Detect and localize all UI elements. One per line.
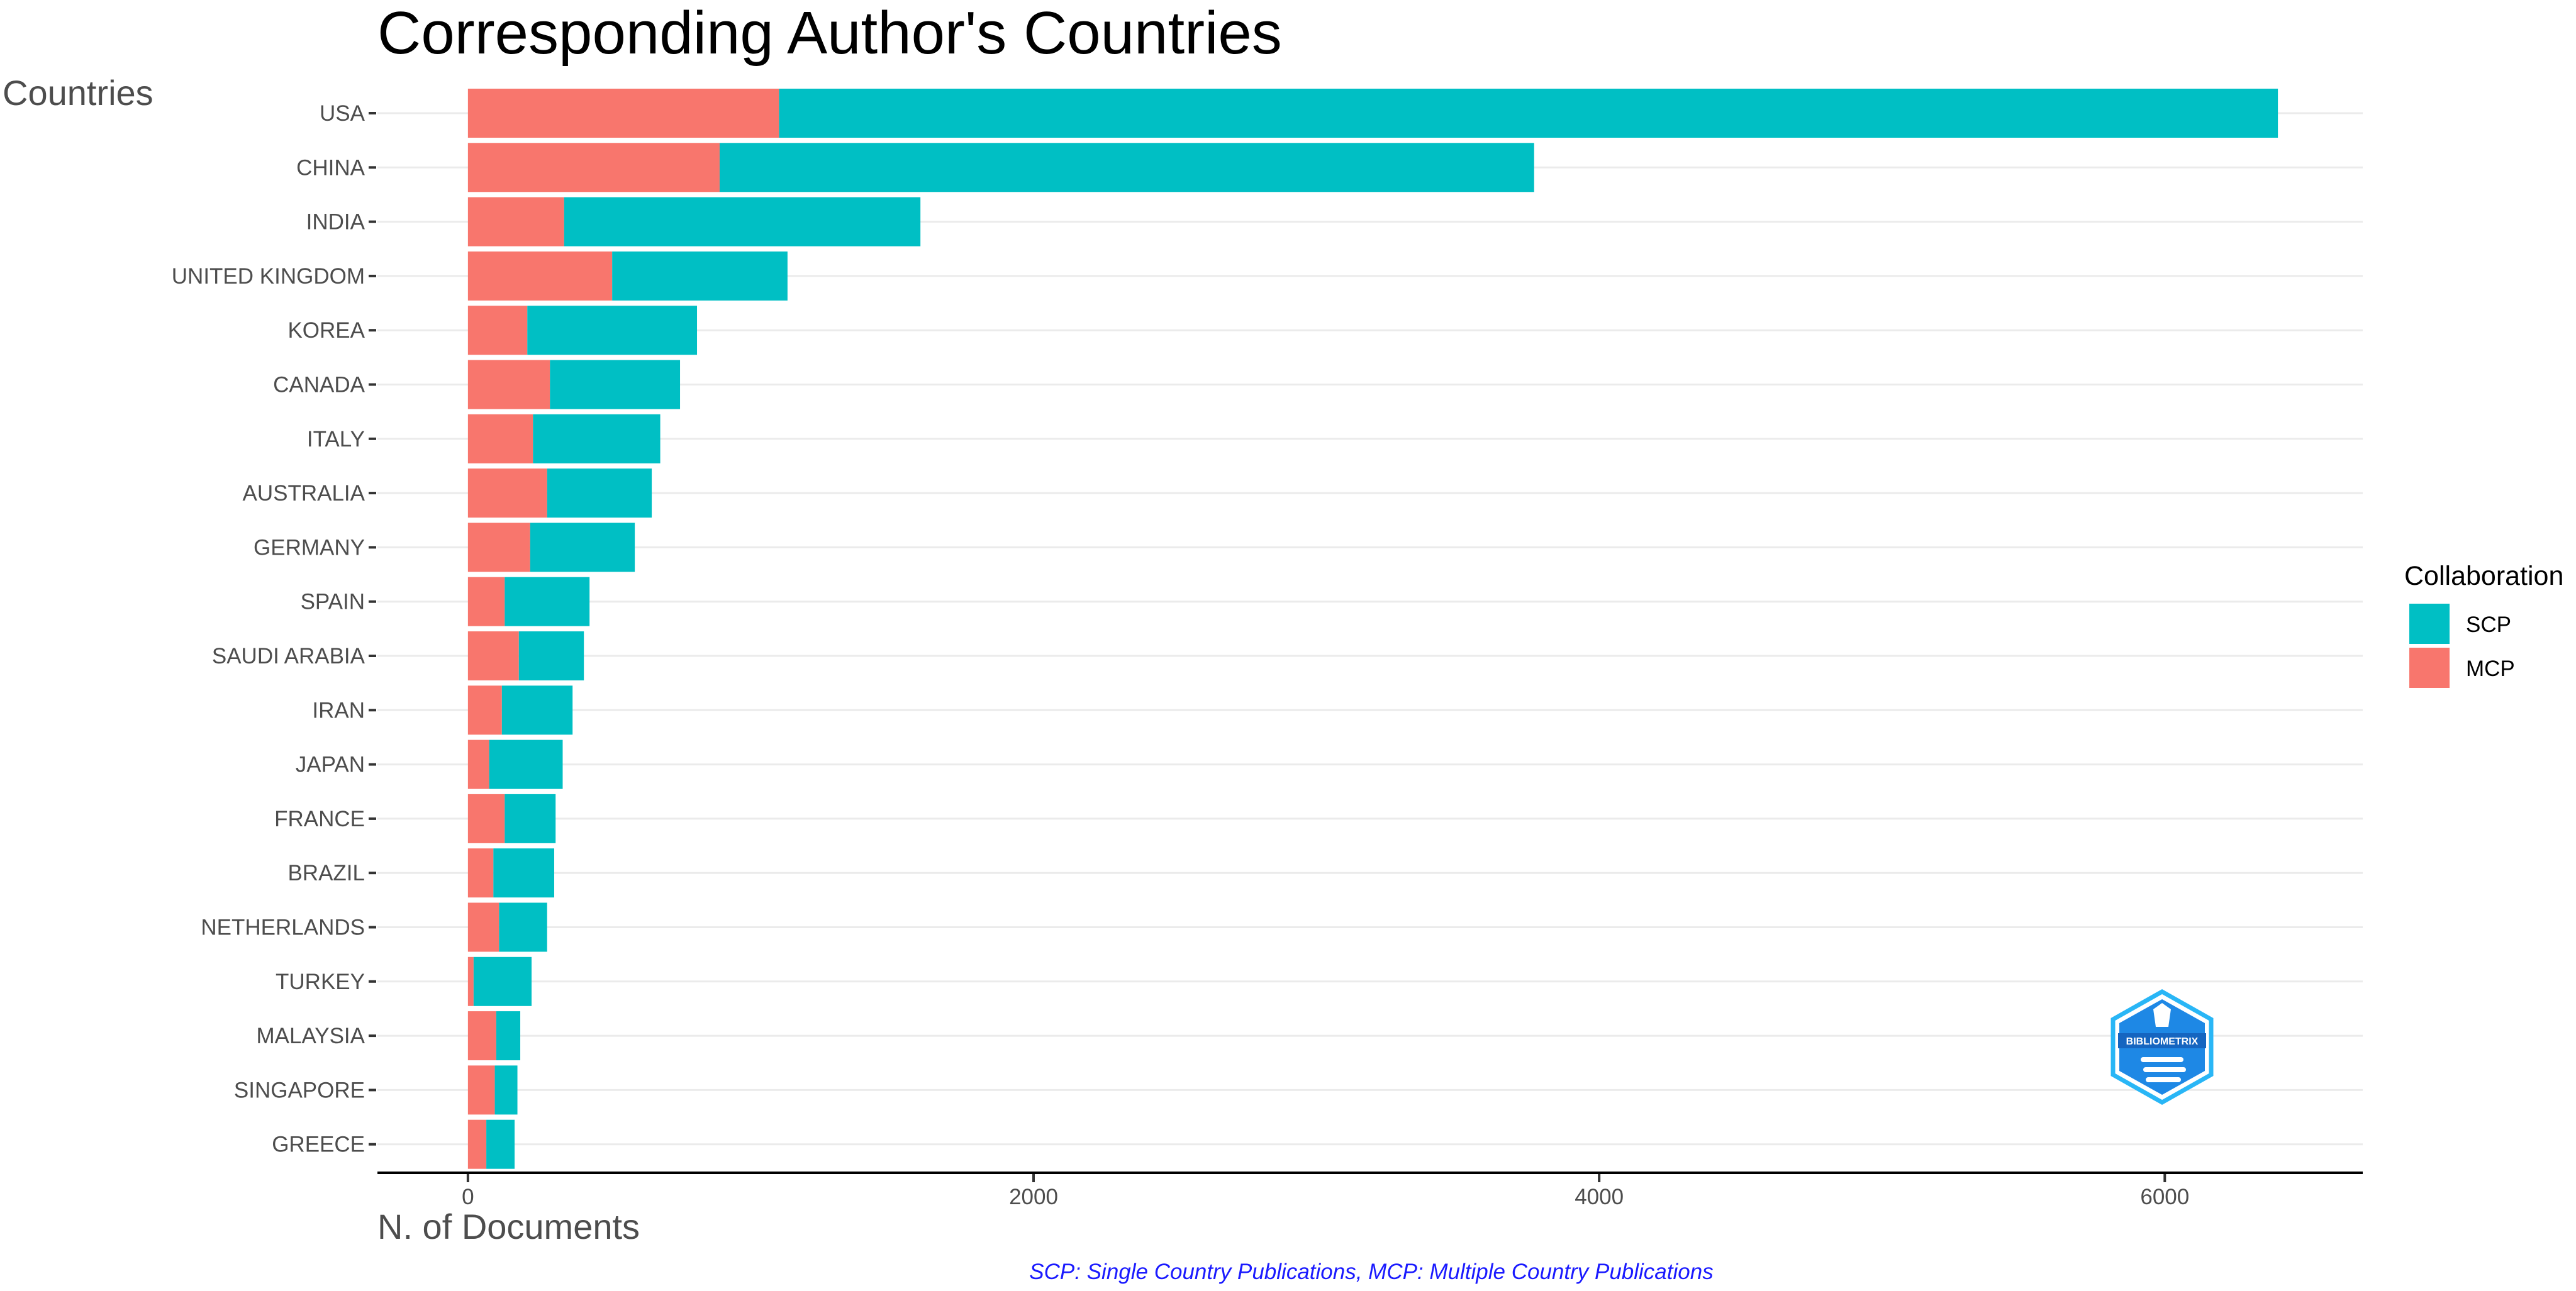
y-tick-label: AUSTRALIA bbox=[243, 481, 365, 506]
y-tick-label: MALAYSIA bbox=[257, 1024, 365, 1048]
bar-mcp-france bbox=[467, 794, 505, 843]
y-tick-label: ITALY bbox=[307, 427, 365, 452]
bar-scp-saudi-arabia bbox=[518, 631, 584, 680]
y-tick-label: USA bbox=[320, 101, 365, 126]
y-tick-label: JAPAN bbox=[296, 753, 365, 777]
bar-scp-singapore bbox=[494, 1065, 518, 1115]
legend-label-mcp: MCP bbox=[2466, 657, 2515, 681]
y-tick-label: TURKEY bbox=[276, 970, 365, 994]
bar-mcp-singapore bbox=[467, 1065, 495, 1115]
y-tick-label: KOREA bbox=[287, 318, 365, 343]
bar-scp-italy bbox=[533, 414, 661, 463]
bar-scp-canada bbox=[550, 360, 681, 409]
bar-mcp-japan bbox=[467, 740, 489, 789]
bar-mcp-spain bbox=[467, 577, 505, 626]
bar-scp-brazil bbox=[493, 848, 554, 898]
y-tick-label: UNITED KINGDOM bbox=[172, 264, 365, 289]
bar-scp-malaysia bbox=[496, 1011, 521, 1061]
caption: SCP: Single Country Publications, MCP: M… bbox=[1029, 1260, 1713, 1284]
bar-mcp-china bbox=[467, 143, 720, 192]
bar-scp-united-kingdom bbox=[612, 251, 788, 301]
bar-mcp-greece bbox=[467, 1119, 487, 1169]
bar-scp-japan bbox=[489, 740, 563, 789]
y-tick-label: SAUDI ARABIA bbox=[212, 644, 365, 668]
grid-lines bbox=[377, 112, 2363, 1146]
bar-mcp-usa bbox=[467, 89, 779, 138]
x-axis-label: N. of Documents bbox=[377, 1207, 640, 1246]
bar-scp-china bbox=[719, 143, 1534, 192]
bar-scp-iran bbox=[501, 685, 573, 735]
x-tick-label: 4000 bbox=[1575, 1185, 1624, 1209]
x-tick-label: 0 bbox=[462, 1185, 474, 1209]
y-tick-label: CANADA bbox=[273, 373, 365, 397]
bar-mcp-turkey bbox=[467, 956, 474, 1006]
bar-mcp-united-kingdom bbox=[467, 251, 613, 301]
bibliometrix-logo: BIBLIOMETRIX bbox=[2110, 989, 2214, 1105]
bar-scp-greece bbox=[486, 1119, 515, 1169]
legend-title: Collaboration bbox=[2404, 561, 2563, 591]
bar-mcp-italy bbox=[467, 414, 533, 463]
bar-mcp-saudi-arabia bbox=[467, 631, 519, 680]
bar-mcp-malaysia bbox=[467, 1011, 496, 1061]
bar-scp-spain bbox=[505, 577, 590, 626]
bar-scp-korea bbox=[527, 306, 698, 355]
bar-scp-turkey bbox=[473, 956, 532, 1006]
y-tick-label: INDIA bbox=[306, 210, 365, 235]
y-tick-label: FRANCE bbox=[274, 807, 365, 831]
y-tick-label: IRAN bbox=[312, 698, 365, 723]
y-tick-label: SPAIN bbox=[301, 590, 365, 614]
y-tick-label: GERMANY bbox=[254, 535, 365, 560]
bar-scp-usa bbox=[779, 89, 2278, 138]
legend-label-scp: SCP bbox=[2466, 612, 2511, 637]
legend: Collaboration SCP MCP bbox=[2404, 561, 2563, 688]
bar-mcp-korea bbox=[467, 306, 528, 355]
bar-scp-germany bbox=[530, 523, 635, 572]
bar-mcp-brazil bbox=[467, 848, 494, 898]
bar-mcp-iran bbox=[467, 685, 502, 735]
y-tick-label: CHINA bbox=[296, 155, 365, 180]
bars bbox=[467, 89, 2278, 1169]
bar-scp-netherlands bbox=[499, 902, 547, 952]
bar-mcp-australia bbox=[467, 468, 547, 518]
y-tick-label: NETHERLANDS bbox=[201, 916, 365, 940]
bar-scp-france bbox=[505, 794, 556, 843]
bar-mcp-germany bbox=[467, 523, 530, 572]
chart-title: Corresponding Author's Countries bbox=[377, 0, 1282, 67]
x-tick-label: 6000 bbox=[2140, 1185, 2189, 1209]
x-axis-ticks: 0 2000 4000 6000 bbox=[462, 1174, 2189, 1209]
y-tick-label: BRAZIL bbox=[287, 861, 365, 885]
bar-mcp-netherlands bbox=[467, 902, 499, 952]
y-axis-ticks: USA CHINA INDIA UNITED KINGDOM KOREA CANADA IT… bbox=[172, 101, 376, 1157]
legend-key-scp bbox=[2409, 604, 2450, 644]
x-tick-label: 2000 bbox=[1009, 1185, 1058, 1209]
legend-key-mcp bbox=[2409, 648, 2450, 688]
bar-scp-australia bbox=[547, 468, 652, 518]
logo-text: BIBLIOMETRIX bbox=[2126, 1036, 2199, 1047]
y-axis-label: Countries bbox=[3, 73, 153, 113]
bar-mcp-canada bbox=[467, 360, 550, 409]
y-tick-label: SINGAPORE bbox=[234, 1078, 365, 1102]
bar-scp-india bbox=[564, 197, 921, 247]
y-tick-label: GREECE bbox=[272, 1133, 365, 1157]
bar-mcp-india bbox=[467, 197, 564, 247]
